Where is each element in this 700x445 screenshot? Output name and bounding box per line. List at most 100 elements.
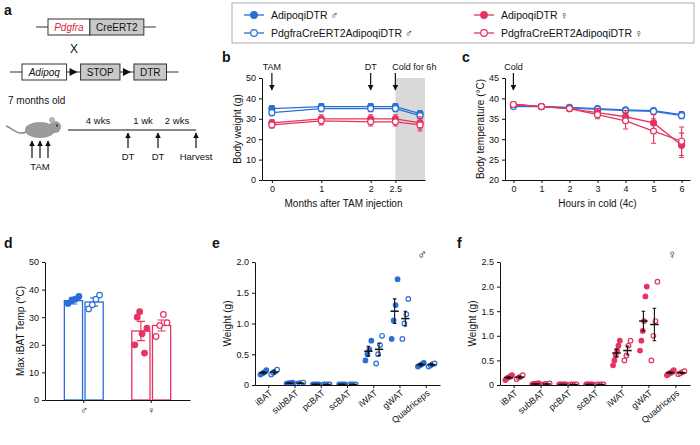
y-tick-label: 1.0 (481, 331, 494, 341)
construct-box (48, 19, 90, 35)
x-tick-mark (426, 385, 427, 388)
x-tick-label: iBAT (499, 388, 520, 408)
x-tick-label: iWAT (357, 388, 380, 409)
x-tick-label: iWAT (605, 388, 628, 409)
data-point (89, 302, 95, 308)
y-tick-label: 10 (246, 155, 256, 165)
x-tick-mark (598, 180, 599, 183)
y-tick: 30 (489, 135, 505, 145)
mean-line (623, 350, 632, 352)
data-point (380, 334, 385, 339)
x-tick-label: 4 (624, 184, 629, 194)
y-tick-label: 50 (29, 257, 39, 267)
data-point (132, 342, 138, 348)
mean-line (322, 384, 330, 385)
legend-marker (251, 12, 258, 19)
y-tick: 2.0 (236, 257, 255, 267)
mouse-ear (49, 117, 55, 123)
cross-symbol: X (70, 42, 78, 56)
x-tick-label: subBAT (270, 388, 301, 416)
legend-marker (481, 12, 488, 19)
timeline-start-label: TAM (30, 161, 49, 172)
y-tick-label: 30 (489, 135, 499, 145)
mouse-tail (6, 126, 26, 133)
data-point (400, 337, 405, 342)
y-tick-mark (252, 385, 255, 386)
y-tick-mark (259, 119, 262, 120)
y-tick: 30 (29, 313, 45, 323)
mean-line (270, 371, 278, 373)
series-line (513, 105, 681, 146)
annotation: DT (365, 62, 377, 72)
y-tick: 1.0 (481, 331, 500, 341)
x-tick-mark (295, 385, 296, 388)
x-tick-label: 6 (680, 184, 685, 194)
x-tick: iWAT (605, 385, 628, 409)
x-tick-mark (151, 400, 152, 403)
y-tick-mark (42, 317, 45, 318)
y-tick-label: 30 (246, 114, 256, 124)
y-tick-mark (42, 372, 45, 373)
timeline-event: DT (122, 151, 135, 162)
legend-label: AdipoqiDTR ♂ (271, 9, 338, 21)
y-tick-label: 2.5 (481, 257, 494, 267)
data-point (643, 294, 648, 299)
y-tick-label: 2.0 (236, 257, 249, 267)
y-tick: 0.5 (481, 356, 500, 366)
data-point (392, 119, 398, 125)
x-tick: ♀ (147, 400, 155, 416)
x-tick: 0 (270, 180, 275, 194)
y-axis-line (505, 79, 506, 181)
timeline-interval: 4 wks (86, 115, 111, 126)
x-tick-mark (272, 180, 273, 183)
plot-area (64, 292, 170, 400)
y-tick-label: 35 (489, 114, 499, 124)
x-tick-label: 1 (539, 184, 544, 194)
y-axis-title: Weight (g) (222, 301, 233, 347)
panel-letter: f (457, 235, 462, 251)
series-line (513, 105, 681, 142)
y-axis: 01020304050 (246, 73, 263, 185)
data-point (318, 106, 324, 112)
chart-title: ♂ (417, 247, 427, 262)
error-bar (567, 106, 572, 111)
bar (152, 325, 170, 400)
error-bar (269, 122, 274, 128)
data-point (618, 338, 623, 343)
legend-box (232, 3, 694, 43)
y-tick-mark (42, 290, 45, 291)
y-tick-mark (252, 324, 255, 325)
y-tick-label: 2.0 (481, 282, 494, 292)
x-tick-mark (621, 385, 622, 388)
annotation: Cold (504, 62, 523, 72)
x-tick: 0 (511, 180, 516, 194)
data-point (402, 321, 407, 326)
panel-letter: c (462, 49, 470, 65)
x-tick-mark (626, 180, 627, 183)
data-point (623, 118, 629, 124)
y-tick-mark (502, 98, 505, 99)
y-tick-mark (252, 293, 255, 294)
x-axis: 0122.5 (263, 180, 426, 194)
x-tick: 6 (680, 180, 685, 194)
y-tick: 50 (246, 73, 262, 83)
loxp-site (70, 68, 78, 76)
mean-line (259, 372, 267, 374)
x-tick-label: scBAT (327, 388, 354, 413)
x-tick: scBAT (574, 385, 601, 412)
error-bar (567, 106, 572, 112)
y-tick: 2.5 (481, 257, 500, 267)
y-tick: 50 (29, 257, 45, 267)
y-tick-mark (497, 262, 500, 263)
mean-line (639, 320, 648, 322)
mean-line (677, 372, 686, 374)
y-axis-title: Max iBAT Temp (°C) (15, 286, 26, 376)
y-tick-mark (497, 360, 500, 361)
x-tick-label: 0 (270, 184, 275, 194)
error-bar (651, 109, 656, 114)
data-point (510, 102, 516, 108)
x-tick-mark (568, 385, 569, 388)
x-tick-label: 2 (567, 184, 572, 194)
data-point (164, 320, 170, 326)
y-tick: 0.5 (236, 350, 255, 360)
